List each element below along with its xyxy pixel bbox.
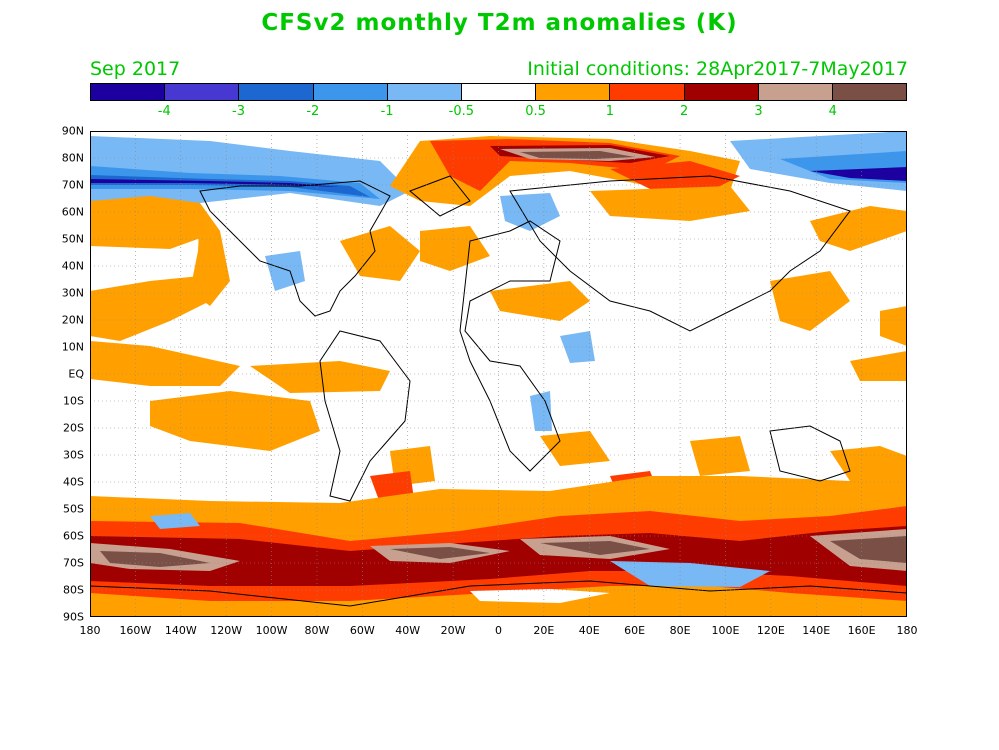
colorbar-swatch — [239, 84, 314, 100]
colorbar-swatch — [684, 84, 759, 100]
southern-warm-patches — [150, 391, 907, 506]
latitude-label: EQ — [68, 367, 84, 381]
colorbar-swatch — [832, 84, 907, 100]
colorbar-label: 4 — [828, 104, 837, 119]
longitude-label: 140W — [164, 624, 197, 637]
longitude-label: 0 — [495, 624, 502, 637]
colorbar-label: 2 — [680, 104, 689, 119]
arctic-cold-anomaly — [90, 131, 907, 206]
longitude-label: 20E — [533, 624, 555, 637]
latitude-label: 30N — [61, 286, 84, 300]
latitude-label: 30S — [63, 448, 84, 462]
colorbar-label: -0.5 — [448, 104, 475, 119]
longitude-label: 120W — [210, 624, 243, 637]
northern-cold-patches — [265, 193, 595, 431]
longitude-label: 40E — [578, 624, 600, 637]
colorbar-label: 3 — [754, 104, 763, 119]
longitude-label: 180 — [896, 624, 918, 637]
latitude-label: 50N — [61, 232, 84, 246]
longitude-label: 80E — [669, 624, 691, 637]
antarctic-cold-patches — [150, 513, 770, 603]
longitude-label: 160W — [119, 624, 152, 637]
latitude-label: 90N — [61, 124, 84, 138]
colorbar-swatch — [536, 84, 611, 100]
latitude-label: 90S — [63, 610, 84, 624]
longitude-label: 60W — [349, 624, 375, 637]
latitude-label: 80S — [63, 583, 84, 597]
longitude-label: 100W — [255, 624, 288, 637]
longitude-label: 120E — [756, 624, 785, 637]
latitude-label: 70N — [61, 178, 84, 192]
colorbar-swatch — [461, 84, 537, 100]
colorbar-label: -3 — [232, 104, 246, 119]
initial-conditions: Initial conditions: 28Apr2017-7May2017 — [527, 58, 908, 80]
forecast-month: Sep 2017 — [90, 58, 181, 80]
latitude-label: 20N — [61, 313, 84, 327]
colorbar-swatch — [313, 84, 388, 100]
latitude-label: 50S — [63, 502, 84, 516]
latitude-label: 10S — [63, 394, 84, 408]
colorbar-label: 1 — [605, 104, 615, 119]
longitude-label: 20W — [440, 624, 466, 637]
arctic-warm-anomaly — [390, 136, 740, 206]
graticule — [90, 131, 907, 617]
longitude-label: 60E — [624, 624, 646, 637]
colorbar-swatch — [165, 84, 240, 100]
latitude-label: 40S — [63, 475, 84, 489]
colorbar-label: -2 — [306, 104, 320, 119]
latitude-label: 40N — [61, 259, 84, 273]
colorbar-swatch — [758, 84, 833, 100]
latitude-label: 20S — [63, 421, 84, 435]
longitude-label: 160E — [847, 624, 876, 637]
anomaly-map — [90, 131, 907, 617]
colorbar-legend — [90, 83, 907, 101]
latitude-label: 10N — [61, 340, 84, 354]
colorbar-label: -4 — [157, 104, 171, 119]
coastlines — [90, 175, 907, 607]
colorbar-label: -1 — [380, 104, 394, 119]
longitude-label: 80W — [304, 624, 330, 637]
colorbar-swatch — [610, 84, 685, 100]
latitude-label: 60N — [61, 205, 84, 219]
colorbar-swatch — [91, 84, 166, 100]
map-title: CFSv2 monthly T2m anomalies (K) — [261, 10, 738, 36]
latitude-label: 70S — [63, 556, 84, 570]
longitude-label: 140E — [802, 624, 831, 637]
longitude-label: 180 — [79, 624, 101, 637]
latitude-label: 60S — [63, 529, 84, 543]
colorbar-swatch — [387, 84, 462, 100]
map-frame — [90, 131, 907, 617]
colorbar-label: 0.5 — [525, 104, 546, 119]
northern-warm-patches — [90, 186, 907, 393]
longitude-label: 40W — [395, 624, 421, 637]
longitude-label: 100E — [711, 624, 740, 637]
latitude-label: 80N — [61, 151, 84, 165]
